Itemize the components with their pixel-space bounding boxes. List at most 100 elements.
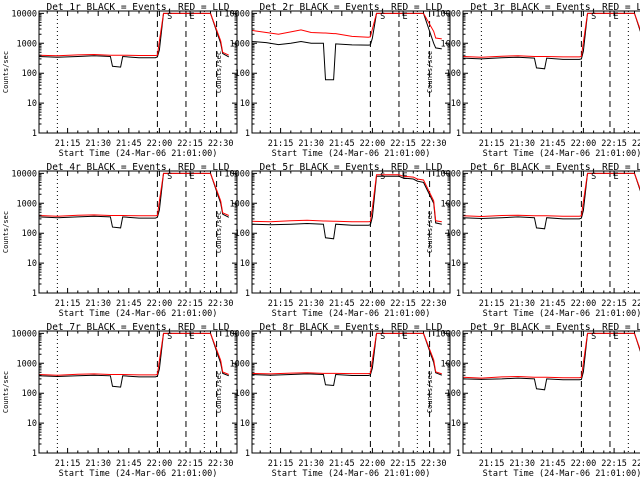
y-tick-label: 1 <box>456 129 461 139</box>
lld-series-line <box>462 332 640 379</box>
marker-label: S <box>591 172 596 182</box>
y-axis-label: Counts/sec <box>426 211 434 253</box>
x-tick-label: 22:00 <box>571 299 597 309</box>
y-tick-label: 10000 <box>11 9 37 19</box>
y-tick-marks <box>463 332 468 454</box>
x-tick-label: 21:30 <box>298 139 324 149</box>
x-tick-label: 21:30 <box>85 139 111 149</box>
marker-label: S <box>167 332 172 342</box>
y-tick-label: 10000 <box>224 329 250 339</box>
x-tick-marks <box>259 171 445 293</box>
x-tick-label: 21:15 <box>55 299 81 309</box>
y-tick-label: 1 <box>245 129 250 139</box>
x-tick-label: 21:45 <box>329 459 355 469</box>
y-tick-marks <box>39 172 237 294</box>
y-tick-label: 1000 <box>441 199 461 209</box>
x-tick-label: 22:15 <box>390 459 416 469</box>
chart-title: Det 4r BLACK = Events, RED = LLD <box>46 162 229 173</box>
y-tick-marks <box>463 12 468 134</box>
plot-frame <box>462 170 640 294</box>
x-tick-label: 21:15 <box>268 299 294 309</box>
chart-title: Det 1r BLACK = Events, RED = LLD <box>46 2 229 13</box>
x-axis-label: Start Time (24-Mar-06 21:01:00) <box>483 309 640 319</box>
plot-frame <box>251 170 451 294</box>
y-axis-label: Counts/sec <box>215 211 223 253</box>
y-tick-label: 1000 <box>230 199 250 209</box>
y-tick-label: 10 <box>27 259 37 269</box>
y-tick-marks <box>39 12 237 134</box>
x-tick-label: 21:15 <box>268 139 294 149</box>
x-tick-label: 22:15 <box>601 299 627 309</box>
marker-label: S <box>167 172 172 182</box>
y-tick-label: 10 <box>240 99 250 109</box>
y-tick-label: 10000 <box>11 169 37 179</box>
x-tick-marks <box>46 11 232 133</box>
x-tick-label: 21:30 <box>298 299 324 309</box>
x-tick-label: 22:00 <box>360 299 386 309</box>
y-tick-label: 10 <box>240 259 250 269</box>
x-tick-label: 21:45 <box>116 139 142 149</box>
y-axis-label: Counts/sec <box>426 371 434 413</box>
x-tick-label: 21:30 <box>85 459 111 469</box>
marker-label: E <box>614 12 619 22</box>
x-tick-marks <box>259 331 445 453</box>
x-axis-label: Start Time (24-Mar-06 21:01:00) <box>272 309 431 319</box>
events-series-line <box>251 332 442 387</box>
events-series-line <box>38 172 230 229</box>
chart-title: Det 7r BLACK = Events, RED = LLD <box>46 322 229 333</box>
y-tick-label: 1000 <box>230 39 250 49</box>
x-axis-label: Start Time (24-Mar-06 21:01:00) <box>483 469 640 479</box>
y-tick-label: 100 <box>235 229 250 239</box>
y-tick-marks <box>463 172 468 294</box>
plot-frame <box>462 330 640 454</box>
y-tick-label: 100 <box>22 69 37 79</box>
events-series-line <box>38 12 230 68</box>
x-tick-label: 22:30 <box>208 459 234 469</box>
y-tick-marks <box>39 332 237 454</box>
x-tick-label: 22:00 <box>360 139 386 149</box>
y-axis-label: Counts/sec <box>2 51 10 93</box>
x-tick-marks <box>470 11 635 133</box>
y-tick-label: 100 <box>235 389 250 399</box>
events-series-line <box>251 175 442 240</box>
x-axis-label: Start Time (24-Mar-06 21:01:00) <box>272 149 431 159</box>
y-tick-label: 10 <box>451 419 461 429</box>
plot-frame <box>462 10 640 134</box>
y-tick-label: 1000 <box>17 199 37 209</box>
chart-title: Det 2r BLACK = Events, RED = LLD <box>259 2 442 13</box>
x-tick-label: 21:45 <box>540 299 566 309</box>
x-tick-label: 22:30 <box>421 299 447 309</box>
x-tick-label: 21:45 <box>540 459 566 469</box>
x-tick-label: 21:45 <box>116 299 142 309</box>
x-tick-label: 21:30 <box>85 299 111 309</box>
x-tick-label: 22:00 <box>360 459 386 469</box>
x-tick-label: 22:15 <box>177 459 203 469</box>
x-tick-label: 22:00 <box>571 139 597 149</box>
x-tick-label: 21:45 <box>116 459 142 469</box>
x-tick-label: 22:30 <box>421 139 447 149</box>
chart-title: Det 5r BLACK = Events, RED = LLD <box>259 162 442 173</box>
x-axis-label: Start Time (24-Mar-06 21:01:00) <box>272 469 431 479</box>
x-tick-label: 22:30 <box>208 299 234 309</box>
x-tick-marks <box>46 171 232 293</box>
x-tick-label: 22:15 <box>177 139 203 149</box>
y-tick-label: 10000 <box>224 9 250 19</box>
lld-series-line <box>251 12 442 40</box>
y-axis-label: Counts/sec <box>215 371 223 413</box>
x-tick-label: 22:00 <box>571 459 597 469</box>
y-tick-label: 1000 <box>17 359 37 369</box>
marker-label: E <box>403 332 408 342</box>
y-tick-label: 10000 <box>435 9 461 19</box>
x-axis-label: Start Time (24-Mar-06 21:01:00) <box>483 149 640 159</box>
marker-label: S <box>380 332 385 342</box>
lld-series-line <box>251 332 442 375</box>
y-tick-label: 10 <box>240 419 250 429</box>
x-tick-label: 22:15 <box>601 459 627 469</box>
plot-frame <box>251 330 451 454</box>
x-tick-label: 22:30 <box>632 459 640 469</box>
